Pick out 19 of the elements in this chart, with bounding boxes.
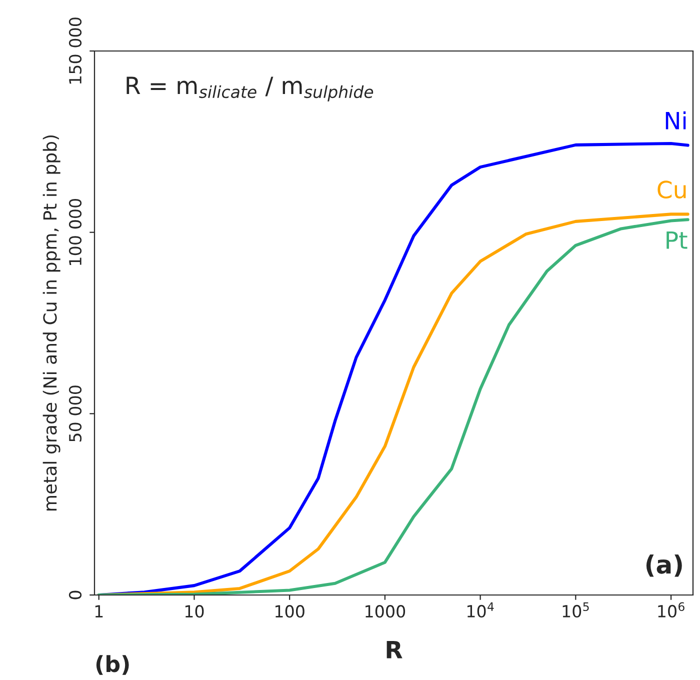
x-tick-label: 1000 (366, 605, 406, 618)
annotation: (a) (646, 554, 682, 577)
y-tick-label: 0 (68, 590, 82, 600)
x-tick-label: 10$^{5}$ (562, 602, 589, 618)
x-tick-label: 10 (185, 605, 204, 618)
y-tick-label: 150 000 (68, 18, 82, 84)
series-label: Pt (666, 231, 688, 249)
y-axis-title: metal grade (Ni and Cu in ppm, Pt in ppb) (42, 135, 60, 510)
y-tick-label: 100 000 (68, 198, 82, 265)
x-tick-label: 1 (95, 605, 103, 618)
series-label: Cu (658, 180, 686, 199)
text: (b) (96, 655, 129, 675)
x-tick-label: 10$^{6}$ (658, 602, 684, 618)
x-tick-label: 100 (276, 605, 304, 618)
x-tick-label: 10$^{4}$ (467, 602, 494, 618)
annotation: R = m$_{silicate}$ / m$_{sulphide}$ (126, 76, 374, 102)
x-axis-title: R (386, 641, 402, 658)
series-label: Ni (666, 111, 686, 130)
y-tick-label: 50 000 (68, 386, 82, 442)
